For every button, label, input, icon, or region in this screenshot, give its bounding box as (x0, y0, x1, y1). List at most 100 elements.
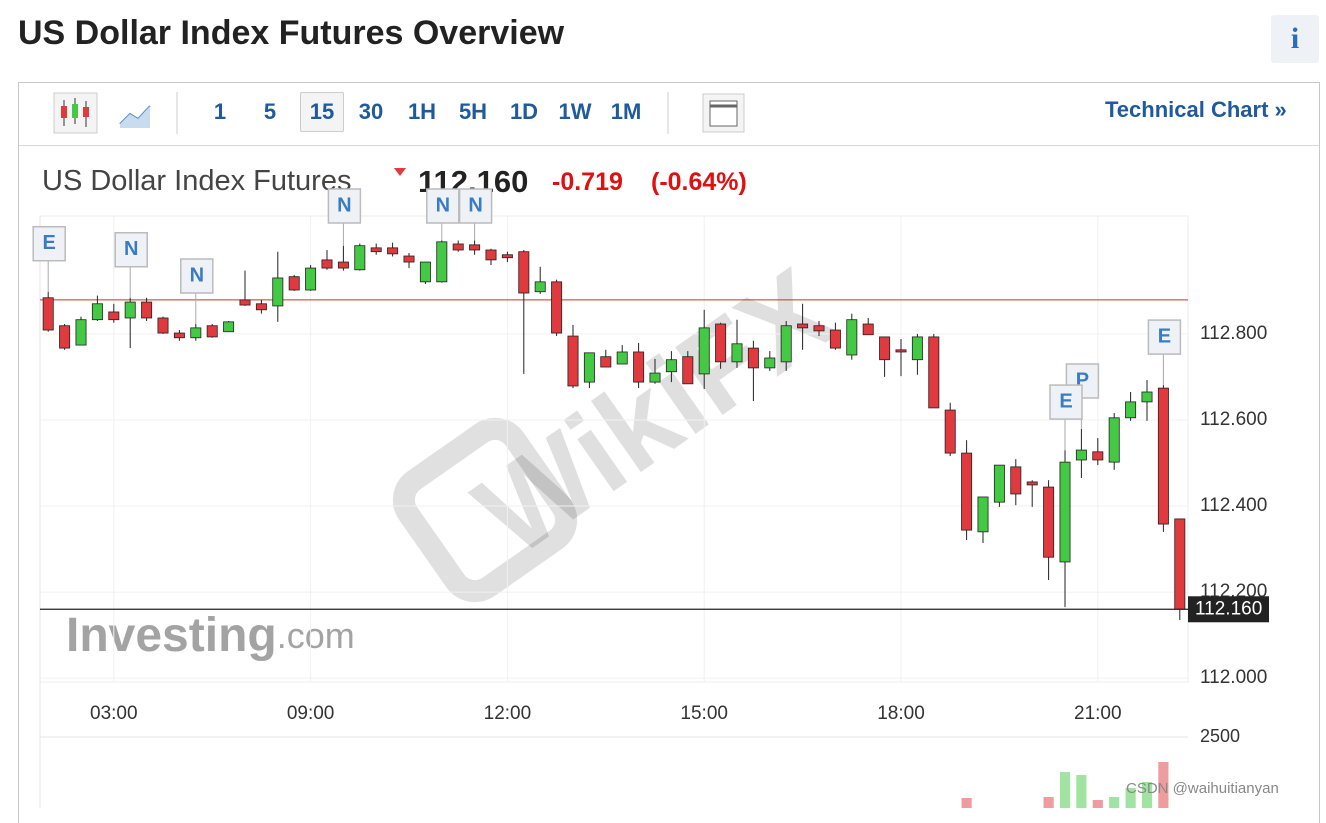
toolbar (19, 83, 1319, 146)
volume-bar (961, 797, 972, 808)
candle-body (1075, 449, 1087, 461)
candle-body (846, 319, 858, 356)
technical-chart-link[interactable]: Technical Chart » (1105, 97, 1287, 122)
volume-bar (1076, 775, 1087, 808)
volume-bar (1158, 761, 1169, 808)
last-price-label: 112.160 (1195, 598, 1262, 619)
logo-name: Investing (66, 609, 277, 662)
candle-body (747, 347, 759, 369)
y-tick-label: 112.400 (1200, 495, 1267, 516)
candle-body (616, 351, 628, 365)
candle-body (534, 281, 546, 293)
candle-body (600, 356, 612, 368)
last-price-box (1188, 596, 1269, 623)
candle-body (1174, 518, 1186, 610)
volume-bar (1125, 788, 1136, 808)
candle-body (501, 254, 513, 259)
candle-body (1010, 466, 1022, 495)
candle-body (682, 356, 694, 385)
event-marker (1049, 384, 1083, 420)
candle-body (797, 323, 809, 329)
volume-bar (1092, 800, 1103, 808)
interval-button[interactable]: 1H (407, 99, 437, 124)
y-tick-label: 112.800 (1200, 323, 1267, 344)
candle-body (764, 357, 776, 369)
event-marker (180, 258, 214, 294)
candle-body (272, 277, 284, 307)
footer-credit: CSDN @waihuitianyan (1126, 780, 1279, 797)
candle-body (157, 317, 169, 334)
logo-suffix: .com (277, 615, 355, 656)
y-tick-label: 112.600 (1200, 409, 1267, 430)
candle-body (551, 281, 563, 334)
event-marker (458, 188, 493, 224)
candle-body (305, 267, 317, 291)
candle-body (370, 247, 382, 253)
candle-body (354, 245, 366, 271)
candle-body (42, 297, 54, 331)
candle-body (173, 332, 185, 339)
candle-body (993, 464, 1005, 503)
interval-button[interactable]: 1D (509, 99, 539, 124)
candle-body (469, 244, 481, 251)
event-label: E (1059, 390, 1072, 412)
chart-frame (18, 82, 1320, 823)
candle-glyph (61, 98, 89, 127)
event-label: N (124, 238, 138, 260)
line-icon-fill (120, 106, 150, 128)
x-tick-label: 12:00 (484, 703, 532, 724)
candle-body (190, 327, 202, 339)
event-marker (32, 225, 66, 262)
plot-area (39, 215, 1189, 683)
candle-body (944, 409, 956, 454)
x-tick-label: 03:00 (90, 703, 138, 724)
down-arrow (394, 168, 406, 176)
watermark-logo (392, 417, 578, 603)
candle-body (337, 261, 349, 269)
candle-body (321, 259, 333, 269)
candle-body (1026, 481, 1038, 486)
event-label: E (43, 232, 56, 254)
interval-button[interactable]: 5 (263, 99, 277, 124)
interval-button[interactable]: 1 (213, 99, 227, 124)
candle-body (1157, 387, 1169, 525)
candle-body (583, 352, 595, 383)
candle-body (436, 241, 448, 283)
event-label: N (190, 264, 204, 286)
volume-bar (1141, 782, 1153, 808)
candle-body (255, 303, 267, 311)
candle-body (665, 359, 677, 373)
candle-body (239, 299, 251, 306)
candle-body (108, 311, 120, 321)
x-tick-label: 15:00 (680, 703, 728, 724)
instrument-name: US Dollar Index Futures (42, 165, 352, 197)
info-button[interactable]: i (1271, 15, 1319, 63)
candle-body (698, 327, 710, 375)
interval-button[interactable]: 5H (458, 99, 488, 124)
candle-body (288, 276, 300, 291)
candle-body (124, 301, 136, 319)
event-label: N (468, 194, 482, 216)
interval-button[interactable]: 30 (358, 99, 384, 124)
candle-body (879, 336, 891, 361)
candle-body (928, 336, 940, 409)
volume-bar (1059, 772, 1071, 808)
volume-bar (1043, 797, 1054, 808)
logo: Investing.com (66, 609, 355, 662)
event-marker (114, 232, 148, 268)
interval-button[interactable]: 15 (300, 92, 344, 132)
candle-body (567, 335, 579, 387)
event-label: E (1158, 325, 1171, 347)
interval-button[interactable]: 1W (558, 99, 592, 124)
interval-button[interactable]: 1M (610, 99, 642, 124)
event-label: N (337, 194, 351, 216)
candle-body (518, 251, 530, 294)
y-tick-label: 112.000 (1200, 667, 1267, 688)
candle-body (862, 323, 874, 336)
candle-body (911, 336, 923, 361)
toolbar-icons (53, 92, 745, 134)
volume-tick-label: 2500 (1200, 726, 1240, 746)
candle-body (206, 325, 218, 338)
candle-body (961, 452, 973, 531)
